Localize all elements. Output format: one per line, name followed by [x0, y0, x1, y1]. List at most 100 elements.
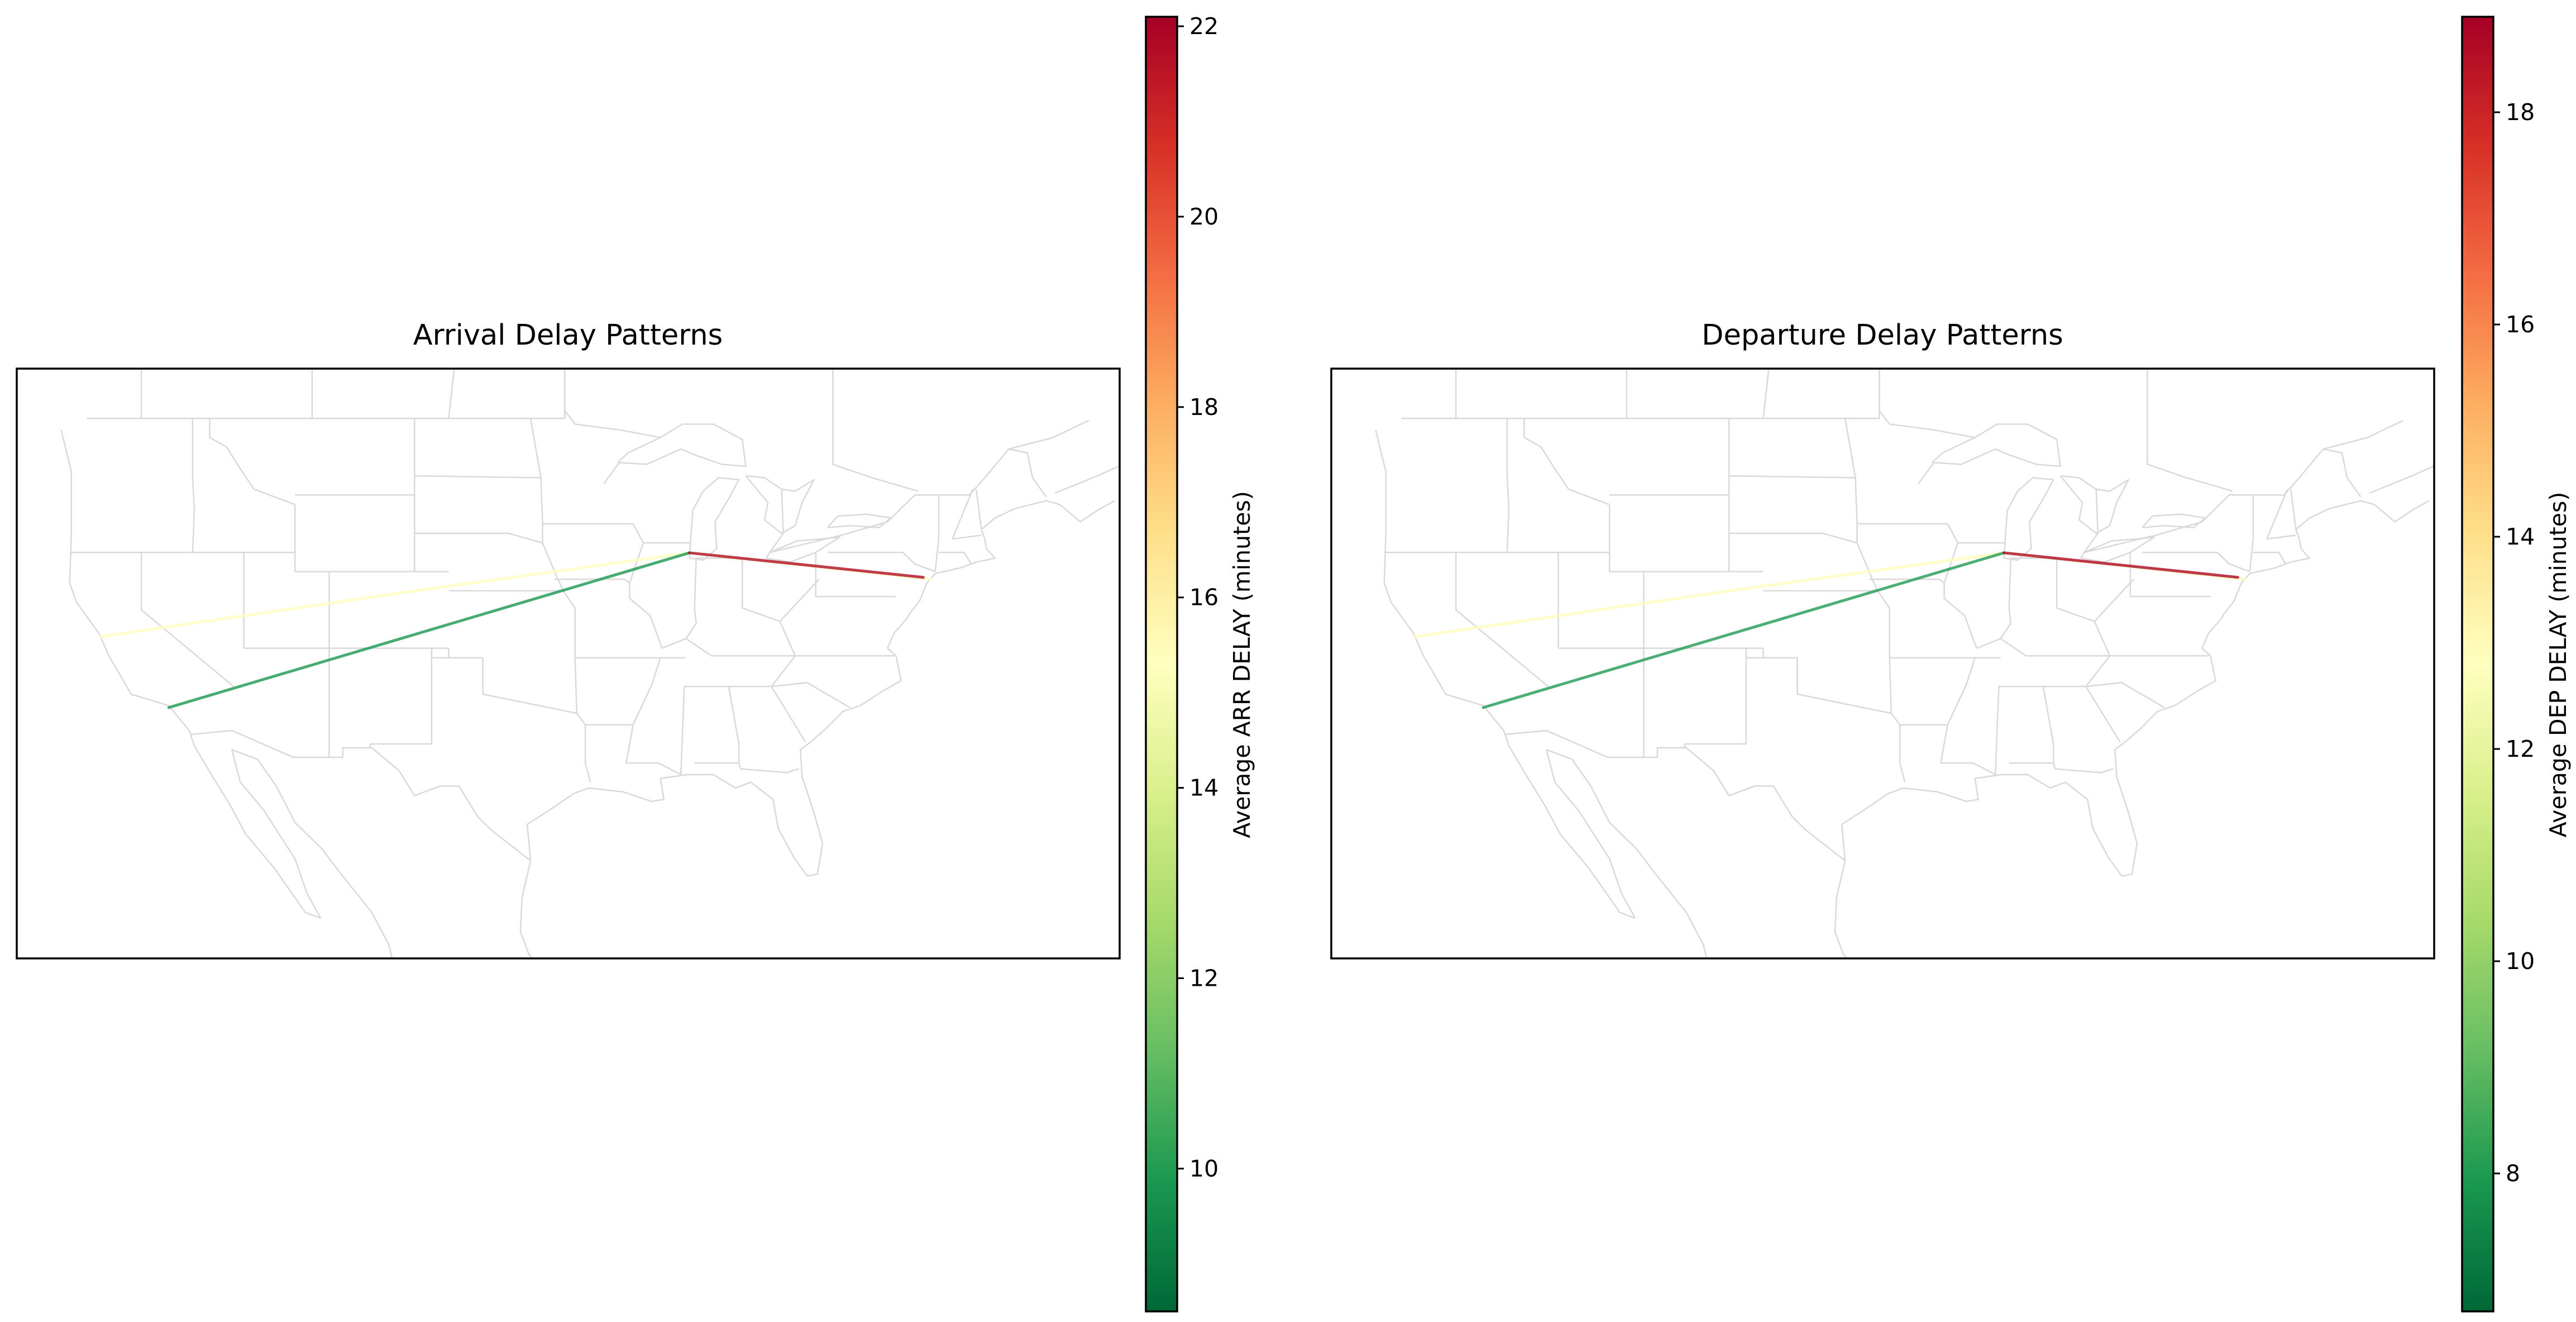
- boundary-line: [603, 462, 620, 484]
- colorbar-tick-label: 10: [1189, 1155, 1218, 1182]
- colorbar-tick-label: 8: [2506, 1160, 2520, 1187]
- boundary-line: [1976, 638, 2110, 657]
- boundary-line: [2253, 551, 2287, 565]
- boundary-line: [1545, 749, 1636, 919]
- panel-title: Departure Delay Patterns: [1702, 319, 2063, 352]
- boundary-line: [769, 448, 1047, 553]
- boundary-line: [952, 489, 974, 540]
- boundary-line: [685, 558, 697, 639]
- boundary-line: [542, 523, 576, 658]
- colorbar-tick-label: 18: [1189, 394, 1218, 421]
- boundary-line: [1609, 504, 1763, 572]
- boundary-line: [766, 536, 840, 563]
- colorbar-tick-label: 16: [2506, 311, 2535, 338]
- boundary-line: [2080, 536, 2155, 563]
- boundary-line: [519, 860, 533, 958]
- boundary-line: [771, 655, 895, 687]
- colorbar-tick-label: 10: [2506, 948, 2535, 975]
- boundary-line: [2369, 465, 2434, 494]
- boundary-line: [2249, 495, 2254, 572]
- boundary-line: [529, 418, 633, 524]
- colorbar-gradient: [2462, 17, 2493, 1311]
- map-frame: [1330, 368, 2435, 960]
- boundary-line: [1856, 523, 1890, 658]
- boundary-line: [694, 686, 740, 764]
- colorbar-label: Average ARR DELAY (minutes): [1229, 491, 1255, 838]
- boundary-line: [1841, 500, 2430, 877]
- map-frame: [16, 368, 1121, 960]
- colorbar-tick-label: 20: [1189, 203, 1218, 230]
- boundary-line: [1455, 552, 1549, 688]
- colorbar-tick-label: 16: [1189, 584, 1218, 611]
- boundary-line: [2085, 655, 2209, 687]
- boundary-line: [2085, 686, 2121, 743]
- boundary-line: [662, 638, 796, 657]
- boundary-line: [2003, 477, 2054, 561]
- boundary-line: [370, 648, 433, 745]
- boundary-line: [574, 657, 591, 782]
- boundary-line: [751, 682, 850, 708]
- boundary-line: [629, 523, 663, 649]
- boundary-line: [1932, 423, 2061, 467]
- panel-title: Arrival Delay Patterns: [413, 319, 723, 352]
- boundary-line: [1729, 475, 1856, 479]
- boundary-line: [2056, 607, 2095, 622]
- boundary-line: [190, 729, 531, 862]
- boundary-line: [2065, 682, 2165, 708]
- boundary-line: [658, 686, 685, 776]
- boundary-line: [448, 369, 455, 419]
- boundary-line: [617, 423, 747, 467]
- boundary-line: [2147, 369, 2233, 492]
- boundary-line: [1506, 418, 1510, 553]
- boundary-line: [827, 513, 892, 528]
- flight-route: [2003, 551, 2239, 579]
- boundary-line: [1889, 657, 1906, 782]
- boundary-line: [952, 534, 982, 540]
- boundary-line: [1940, 657, 1976, 764]
- basemap: [60, 369, 1120, 958]
- boundary-line: [771, 686, 806, 743]
- boundary-line: [209, 418, 295, 505]
- colorbar: 8 10 12 14 16 18 Average DEP DELAY (minutes): [2461, 16, 2572, 1313]
- boundary-line: [2267, 534, 2296, 540]
- boundary-line: [828, 551, 936, 572]
- boundary-line: [1918, 462, 1935, 484]
- boundary-line: [2142, 551, 2250, 572]
- boundary-line: [1401, 410, 1975, 438]
- basemap: [1375, 369, 2434, 958]
- boundary-line: [87, 410, 661, 438]
- boundary-line: [2290, 489, 2297, 530]
- boundary-line: [2053, 762, 2114, 774]
- boundary-line: [1375, 429, 1636, 919]
- boundary-line: [414, 532, 543, 544]
- boundary-line: [60, 429, 321, 919]
- boundary-line: [2266, 489, 2288, 540]
- boundary-line: [414, 475, 541, 479]
- boundary-line: [689, 477, 740, 561]
- boundary-line: [231, 749, 393, 958]
- boundary-line: [2322, 419, 2404, 450]
- flight-route: [688, 551, 925, 579]
- boundary-line: [2009, 686, 2054, 764]
- boundary-line: [1834, 860, 1848, 958]
- flight-route: [1481, 551, 2006, 709]
- colorbar-label: Average DEP DELAY (minutes): [2545, 492, 2572, 838]
- boundary-line: [1844, 418, 1948, 524]
- colorbar-tick-label: 12: [2506, 736, 2535, 762]
- panel-arrival: Arrival Delay Patterns 10 12 14 16 18 20 22 Av…: [16, 13, 1255, 1313]
- boundary-line: [745, 475, 815, 534]
- boundary-line: [1546, 749, 1708, 958]
- boundary-line: [1943, 523, 1977, 649]
- boundary-line: [832, 369, 919, 492]
- boundary-line: [1869, 578, 1945, 584]
- boundary-line: [1008, 419, 1089, 450]
- boundary-line: [1762, 369, 1770, 419]
- boundary-line: [742, 607, 781, 622]
- colorbar-tick-label: 18: [2506, 99, 2535, 126]
- boundary-line: [2142, 513, 2206, 528]
- boundary-line: [526, 500, 1115, 877]
- boundary-line: [1684, 648, 1747, 745]
- boundary-line: [975, 489, 982, 530]
- boundary-line: [1729, 532, 1857, 544]
- colorbar-gradient: [1146, 17, 1177, 1311]
